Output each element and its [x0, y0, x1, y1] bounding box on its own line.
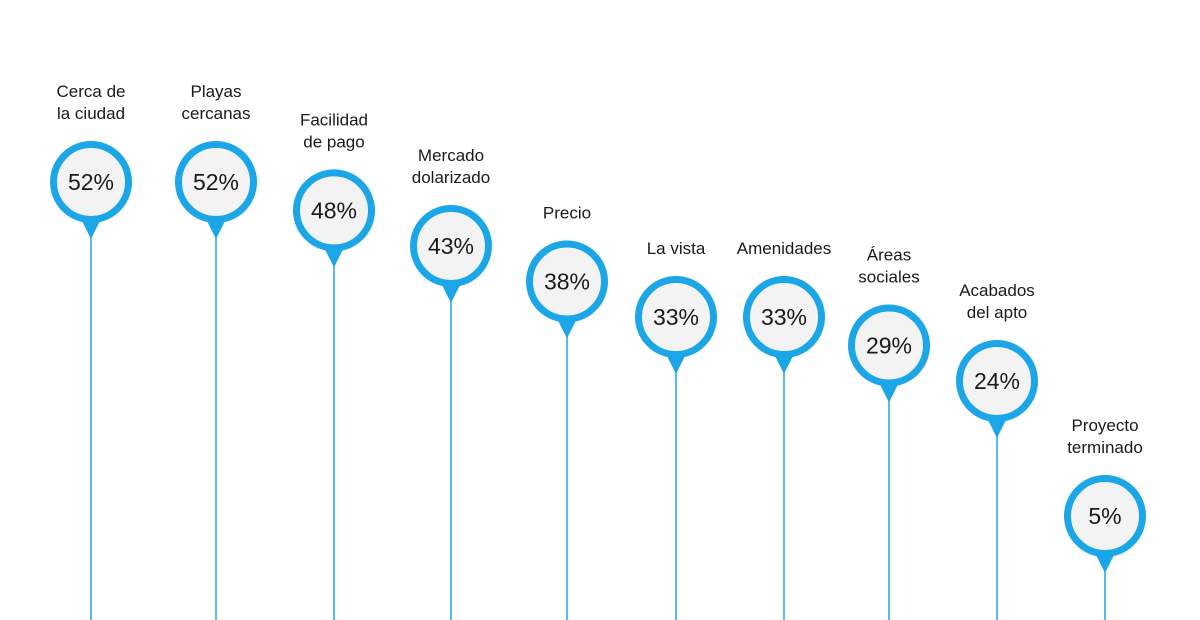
category-label-line: Áreas: [867, 245, 911, 264]
pin-circle: [293, 169, 375, 252]
category-label-line: sociales: [858, 267, 919, 286]
category-label: Playas cercanas: [182, 82, 251, 123]
pin-circle: [526, 240, 608, 323]
pin-1: 52% Cerca de la ciudad: [50, 82, 132, 620]
category-label-line: del apto: [967, 303, 1028, 322]
value-label: 52%: [68, 169, 114, 195]
pin-6: 33% La vista: [635, 239, 717, 620]
category-label-line: Acabados: [959, 281, 1035, 300]
value-label: 43%: [428, 233, 474, 259]
pin-9: 24% Acabados del apto: [956, 281, 1038, 620]
category-label: Acabados del apto: [959, 281, 1035, 322]
value-label: 33%: [761, 304, 807, 330]
pin-circle: [956, 339, 1038, 422]
category-label: Cerca de la ciudad: [57, 82, 126, 123]
value-label: 33%: [653, 304, 699, 330]
pin-circle: [175, 141, 257, 223]
category-label: Mercado dolarizado: [412, 146, 490, 187]
value-label: 52%: [193, 169, 239, 195]
category-label-line: cercanas: [182, 104, 251, 123]
category-label-line: terminado: [1067, 438, 1143, 457]
pin-circle: [743, 276, 825, 359]
value-label: 24%: [974, 368, 1020, 394]
category-label-line: Mercado: [418, 146, 484, 165]
category-label-line: La vista: [647, 239, 706, 258]
pin-4: 43% Mercado dolarizado: [410, 146, 492, 620]
category-label-line: Playas: [190, 82, 241, 101]
pin-3: 48% Facilidad de pago: [293, 110, 375, 620]
category-label: Facilidad de pago: [300, 110, 368, 151]
pin-2: 52% Playas cercanas: [175, 82, 257, 620]
pin-8: 29% Áreas sociales: [848, 245, 930, 620]
category-label-line: Precio: [543, 203, 591, 222]
category-label: Precio: [543, 203, 591, 222]
value-label: 48%: [311, 197, 357, 223]
category-label: Amenidades: [737, 239, 832, 258]
category-label-line: Facilidad: [300, 110, 368, 129]
value-label: 29%: [866, 332, 912, 358]
pin-5: 38% Precio: [526, 203, 608, 620]
pin-circle: [50, 141, 132, 223]
value-label: 38%: [544, 268, 590, 294]
category-label-line: la ciudad: [57, 104, 125, 123]
value-label: 5%: [1088, 503, 1121, 529]
category-label: La vista: [647, 239, 706, 258]
category-label-line: Proyecto: [1071, 416, 1138, 435]
pin-circle: [1064, 475, 1146, 557]
category-label-line: Cerca de: [57, 82, 126, 101]
category-label-line: de pago: [303, 132, 364, 151]
category-label: Áreas sociales: [858, 245, 919, 286]
pin-10: 5% Proyecto terminado: [1064, 416, 1146, 620]
pin-7: 33% Amenidades: [737, 239, 832, 620]
pin-circle: [848, 304, 930, 387]
pin-circle: [410, 204, 492, 287]
pin-circle: [635, 276, 717, 359]
category-label-line: dolarizado: [412, 168, 490, 187]
category-label: Proyecto terminado: [1067, 416, 1143, 457]
category-label-line: Amenidades: [737, 239, 832, 258]
